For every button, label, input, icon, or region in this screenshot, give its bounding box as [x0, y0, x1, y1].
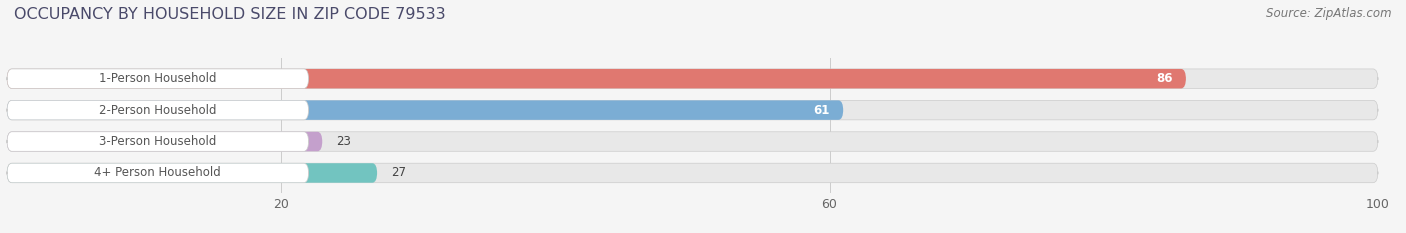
- FancyBboxPatch shape: [7, 132, 322, 151]
- Text: 61: 61: [813, 104, 830, 116]
- FancyBboxPatch shape: [7, 163, 308, 183]
- FancyBboxPatch shape: [7, 100, 844, 120]
- FancyBboxPatch shape: [7, 163, 377, 183]
- Text: 3-Person Household: 3-Person Household: [100, 135, 217, 148]
- FancyBboxPatch shape: [7, 100, 1378, 120]
- Text: 23: 23: [336, 135, 352, 148]
- FancyBboxPatch shape: [7, 100, 308, 120]
- Text: 1-Person Household: 1-Person Household: [98, 72, 217, 85]
- FancyBboxPatch shape: [7, 163, 1378, 183]
- Text: OCCUPANCY BY HOUSEHOLD SIZE IN ZIP CODE 79533: OCCUPANCY BY HOUSEHOLD SIZE IN ZIP CODE …: [14, 7, 446, 22]
- Text: 4+ Person Household: 4+ Person Household: [94, 166, 221, 179]
- FancyBboxPatch shape: [7, 69, 1185, 88]
- Text: 86: 86: [1156, 72, 1173, 85]
- FancyBboxPatch shape: [7, 132, 1378, 151]
- Text: 27: 27: [391, 166, 406, 179]
- FancyBboxPatch shape: [7, 69, 1378, 88]
- FancyBboxPatch shape: [7, 69, 308, 88]
- Text: Source: ZipAtlas.com: Source: ZipAtlas.com: [1267, 7, 1392, 20]
- Text: 2-Person Household: 2-Person Household: [98, 104, 217, 116]
- FancyBboxPatch shape: [7, 132, 308, 151]
